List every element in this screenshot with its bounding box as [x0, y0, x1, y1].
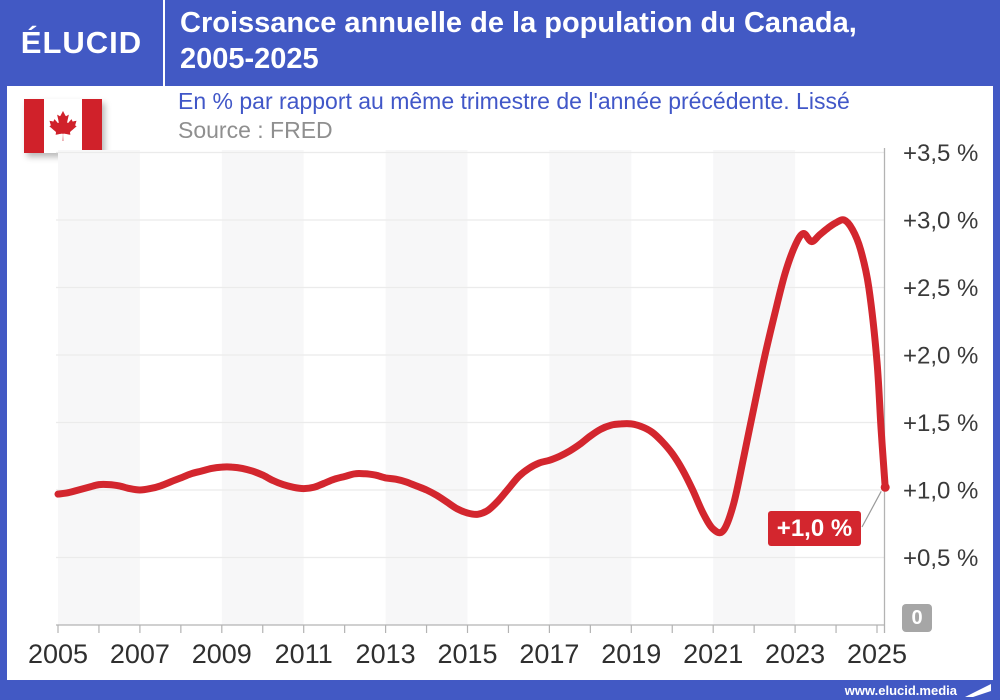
- canada-flag-icon: [24, 99, 102, 153]
- x-axis-label: 2009: [192, 639, 252, 669]
- maple-leaf-icon: [49, 111, 77, 141]
- x-axis-label: 2017: [519, 639, 579, 669]
- elucid-logo-text: ÉLUCID: [20, 25, 143, 60]
- x-axis-label: 2011: [275, 639, 333, 669]
- y-axis-label: +2,5 %: [903, 275, 978, 302]
- flag-right-bar: [82, 99, 102, 153]
- title-line-1: Croissance annuelle de la population du …: [180, 7, 857, 39]
- last-value-label: +1,0 %: [768, 511, 861, 546]
- y-axis-label: +2,0 %: [903, 343, 978, 370]
- data-line: [54, 216, 889, 537]
- x-axis-label: 2015: [437, 639, 497, 669]
- background-band: [221, 150, 304, 625]
- y-axis-label: +0,5 %: [903, 545, 978, 572]
- background-band: [385, 150, 468, 625]
- y-axis-label: +3,0 %: [903, 208, 978, 235]
- y-axis-label: +3,5 %: [903, 140, 978, 167]
- page-title: Croissance annuelle de la population du …: [180, 5, 857, 77]
- x-axis-label: 2021: [683, 639, 743, 669]
- flag-left-bar: [24, 99, 44, 153]
- content-panel: [7, 86, 993, 680]
- footer-bar: www.elucid.media: [0, 680, 1000, 700]
- background-band: [549, 150, 632, 625]
- elucid-pennant-icon: [965, 684, 991, 697]
- chart-subtitle: En % par rapport au même trimestre de l'…: [178, 88, 850, 114]
- footer-url[interactable]: www.elucid.media: [844, 682, 957, 698]
- y-axis-label: +1,5 %: [903, 410, 978, 437]
- background-band: [713, 150, 796, 625]
- x-axis-label: 2005: [28, 639, 88, 669]
- annotation-connector: [861, 491, 882, 528]
- background-band: [58, 150, 140, 625]
- line-endpoint-dot: [880, 482, 890, 492]
- x-axis-label: 2007: [110, 639, 170, 669]
- x-axis-label: 2025: [847, 639, 907, 669]
- header: ÉLUCID Croissance annuelle de la populat…: [0, 0, 1000, 86]
- flag-white-field: [44, 99, 82, 153]
- title-line-2: 2005-2025: [180, 43, 319, 75]
- chart-source: Source : FRED: [178, 117, 333, 143]
- y-axis-label: +1,0 %: [903, 478, 978, 505]
- x-axis-label: 2013: [356, 639, 416, 669]
- x-axis-label: 2023: [765, 639, 825, 669]
- elucid-logo: ÉLUCID: [0, 0, 163, 86]
- x-axis-label: 2019: [601, 639, 661, 669]
- y-axis-zero-badge: 0: [902, 604, 932, 632]
- header-divider: [163, 0, 165, 86]
